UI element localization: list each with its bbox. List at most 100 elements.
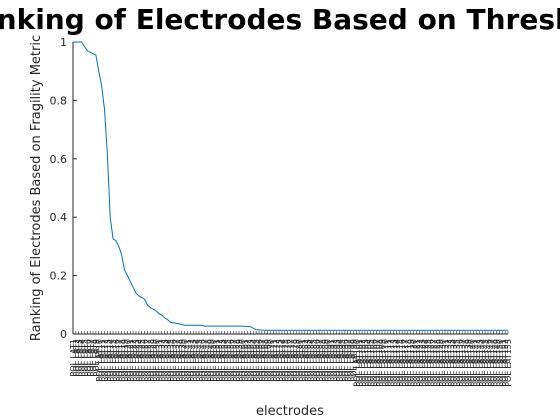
x-tick-label: POL LAT77 bbox=[287, 339, 296, 382]
x-tick-label: POL LAT87 bbox=[315, 339, 324, 382]
x-axis-label: electrodes bbox=[256, 404, 324, 419]
x-tick-label: POL LAT111 bbox=[384, 339, 393, 387]
x-tick-label: POL LAT132 bbox=[444, 339, 453, 387]
x-tick-label: POL LAT116 bbox=[398, 339, 407, 387]
x-tick-label: POL LAT107 bbox=[372, 339, 381, 387]
x-tick-label: POL LAT37 bbox=[172, 339, 181, 382]
x-tick-label: POL LAT92 bbox=[329, 339, 338, 382]
x-tick-label: POL LAT114 bbox=[392, 339, 401, 387]
x-tick-label: POL LAT40 bbox=[181, 339, 190, 382]
x-tick-label: POL LAT41 bbox=[184, 339, 193, 382]
x-tick-label: POL LAT52 bbox=[215, 339, 224, 382]
x-tick-label: POL LAT5 bbox=[80, 339, 89, 377]
x-tick-label: POL LAT81 bbox=[298, 339, 307, 382]
x-tick-label: POL LAT123 bbox=[418, 339, 427, 387]
x-tick-label: POL LAT71 bbox=[269, 339, 278, 382]
x-tick-label: POL LAT35 bbox=[166, 339, 175, 382]
x-tick-label: POL LAT119 bbox=[407, 339, 416, 387]
x-tick-label: POL LAT134 bbox=[450, 339, 459, 387]
x-tick-label: POL LAT91 bbox=[327, 339, 336, 382]
x-tick-label: POL LAT144 bbox=[478, 339, 487, 387]
x-tick-label: POL LAT44 bbox=[192, 339, 201, 382]
x-tick-label: POL LAT152 bbox=[501, 339, 510, 387]
x-tick-label: POL LAT73 bbox=[275, 339, 284, 382]
x-tick-label: POL LAT48 bbox=[204, 339, 213, 382]
x-tick-label: POL LAT58 bbox=[232, 339, 241, 382]
x-tick-label: POL LAT122 bbox=[415, 339, 424, 387]
x-tick-label: POL LAT99 bbox=[350, 339, 359, 382]
x-tick-label: POL LAT120 bbox=[410, 339, 419, 387]
x-tick-label: POL LAT126 bbox=[427, 339, 436, 387]
x-tick-label: POL LAT50 bbox=[209, 339, 218, 382]
x-tick-label: POL LAT80 bbox=[295, 339, 304, 382]
x-tick-label: POL LAT63 bbox=[246, 339, 255, 382]
x-tick-label: POL LAT110 bbox=[381, 339, 390, 387]
series-line bbox=[73, 41, 508, 331]
x-tick-label: POL LAT113 bbox=[390, 339, 399, 387]
x-tick-label: POL LAT135 bbox=[453, 339, 462, 387]
x-tick-label: POL LAT96 bbox=[341, 339, 350, 382]
x-tick-label: POL LAT100 bbox=[352, 339, 361, 387]
x-tick-label: POL LAT26 bbox=[141, 339, 150, 382]
x-tick-label: POL LAT97 bbox=[344, 339, 353, 382]
x-tick-label: POL LAT129 bbox=[435, 339, 444, 387]
x-tick-label: POL LAT104 bbox=[364, 339, 373, 387]
x-tick-label: POL LAT118 bbox=[404, 339, 413, 387]
x-tick-label: POL LAT94 bbox=[335, 339, 344, 382]
x-tick-label: POL LAT28 bbox=[146, 339, 155, 382]
x-tick-label: POL LAT76 bbox=[284, 339, 293, 382]
x-tick-label: POL LAT151 bbox=[498, 339, 507, 387]
x-tick-label: POL LAT12 bbox=[101, 339, 110, 382]
x-tick-label: POL LAT25 bbox=[138, 339, 147, 382]
x-tick-label: POL LAT6 bbox=[83, 339, 92, 377]
x-tick-label: POL LAT82 bbox=[301, 339, 310, 382]
x-tick-label: POL LAT23 bbox=[132, 339, 141, 382]
x-tick-label: POL LAT115 bbox=[395, 339, 404, 387]
x-tick-label: POL LAT54 bbox=[221, 339, 230, 382]
x-tick-label: POL LAT137 bbox=[458, 339, 467, 387]
x-tick-label: POL LAT46 bbox=[198, 339, 207, 382]
x-tick-label: POL LAT57 bbox=[229, 339, 238, 382]
x-tick-label: POL LAT74 bbox=[278, 339, 287, 382]
x-tick-label: POL LAT84 bbox=[307, 339, 316, 382]
x-tick-label: POL LAT11 bbox=[98, 339, 107, 382]
x-tick-label: POL LAT67 bbox=[258, 339, 267, 382]
x-tick-label: POL LAT153 bbox=[504, 339, 513, 387]
x-tick-label: POL LAT117 bbox=[401, 339, 410, 387]
plot-background bbox=[73, 42, 508, 334]
x-tick-label: POL LAT65 bbox=[252, 339, 261, 382]
y-tick-label: 0.4 bbox=[50, 211, 68, 224]
x-tick-label: POL LAT2 bbox=[72, 339, 81, 377]
x-tick-label: POL LAT45 bbox=[195, 339, 204, 382]
y-ticks: 0 0.2 0.4 0.6 0.8 1 bbox=[50, 36, 77, 341]
x-tick-label: POL LAT16 bbox=[112, 339, 121, 382]
y-tick-label: 0.2 bbox=[50, 270, 68, 283]
x-tick-label: POL LAT43 bbox=[189, 339, 198, 382]
x-tick-label: POL LAT61 bbox=[241, 339, 250, 382]
x-tick-label: POL LAT13 bbox=[103, 339, 112, 382]
x-tick-label: POL LAT32 bbox=[158, 339, 167, 382]
x-tick-label: POL LAT98 bbox=[347, 339, 356, 382]
x-tick-label: POL LAT148 bbox=[490, 339, 499, 387]
x-tick-label: POL LAT34 bbox=[163, 339, 172, 382]
x-tick-label: POL LAT56 bbox=[226, 339, 235, 382]
x-tick-label: POL LAT95 bbox=[338, 339, 347, 382]
x-tick-label: POL LAT146 bbox=[484, 339, 493, 387]
chart-title: Ranking of Electrodes Based on Threshold bbox=[0, 3, 560, 36]
x-tick-label: POL LAT90 bbox=[324, 339, 333, 382]
x-tick-label: POL LAT124 bbox=[421, 339, 430, 387]
x-tick-label: POL LAT79 bbox=[292, 339, 301, 382]
x-tick-label: POL LAT106 bbox=[370, 339, 379, 387]
x-tick-label: POL LAT127 bbox=[430, 339, 439, 387]
x-tick-label: POL LAT68 bbox=[261, 339, 270, 382]
x-tick-label: POL LAT36 bbox=[169, 339, 178, 382]
x-tick-label: POL LAT75 bbox=[281, 339, 290, 382]
x-tick-label: POL LAT141 bbox=[470, 339, 479, 387]
x-tick-label: POL LAT29 bbox=[149, 339, 158, 382]
x-tick-label: POL LAT70 bbox=[267, 339, 276, 382]
x-tick-label: POL LAT7 bbox=[86, 339, 95, 377]
x-tick-label: POL LAT121 bbox=[412, 339, 421, 387]
x-tick-label: POL LAT133 bbox=[447, 339, 456, 387]
x-tick-label: POL LAT131 bbox=[441, 339, 450, 387]
